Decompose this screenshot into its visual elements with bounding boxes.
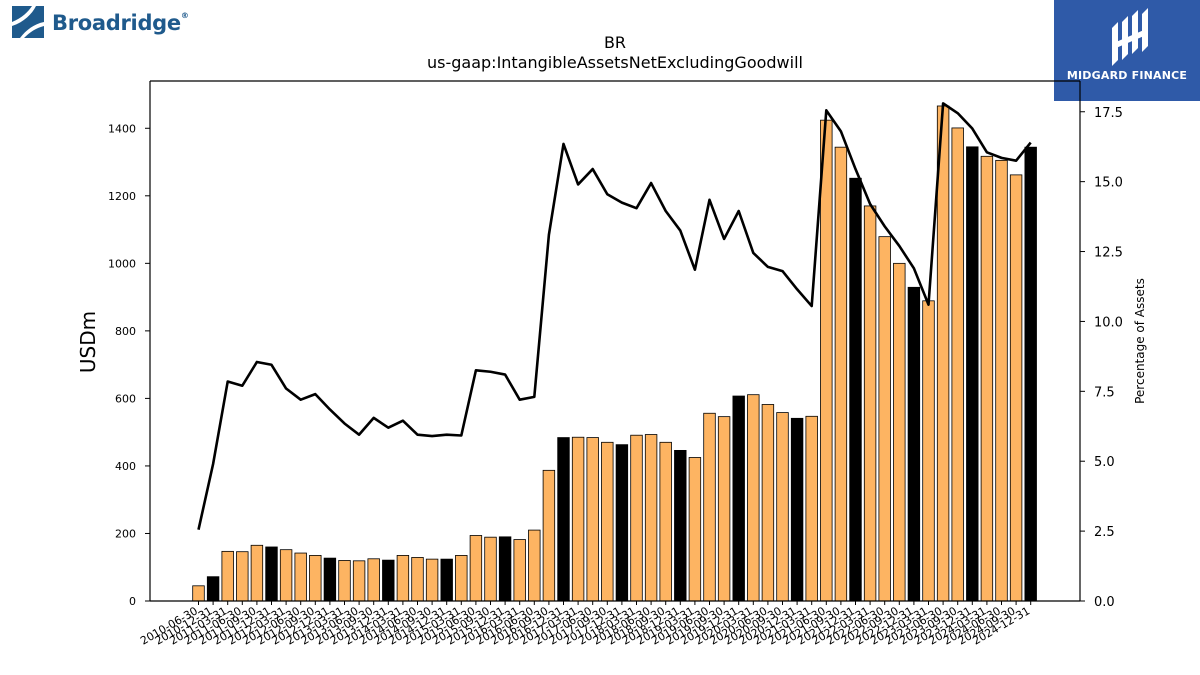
bar-22 — [513, 539, 526, 602]
bar-47 — [878, 236, 891, 602]
broadridge-logo-icon — [12, 6, 44, 38]
bar-50 — [922, 300, 935, 602]
bar-35 — [703, 412, 716, 602]
bar-30 — [630, 434, 643, 602]
y-tick-label-7: 1400 — [108, 122, 136, 135]
bar-5 — [265, 546, 278, 602]
bar-16 — [425, 558, 439, 602]
bar-27 — [586, 437, 599, 602]
bar-4 — [250, 544, 264, 602]
y-tick-label-6: 1200 — [108, 190, 136, 203]
bar-33 — [674, 449, 687, 602]
bar-12 — [367, 558, 380, 602]
y2-tick-label-1: 2.5 — [1094, 525, 1115, 540]
bar-8 — [309, 555, 322, 602]
y2-tick-label-6: 15.0 — [1094, 176, 1123, 191]
bar-57 — [1024, 146, 1037, 602]
bar-26 — [571, 436, 585, 602]
y2-tick-label-4: 10.0 — [1094, 315, 1123, 330]
bar-1 — [206, 576, 220, 602]
broadridge-brand-name: Broadridge® — [52, 11, 189, 35]
y-tick-label-0: 0 — [129, 595, 136, 608]
broadridge-logo: Broadridge® — [12, 6, 189, 42]
bar-31 — [644, 434, 658, 602]
y-tick-label-3: 600 — [115, 392, 136, 405]
bar-48 — [893, 262, 906, 602]
bar-0 — [192, 585, 205, 602]
midgard-brand-name: MIDGARD FINANCE — [1066, 69, 1188, 82]
bar-9 — [323, 557, 337, 602]
bar-34 — [688, 457, 702, 602]
midgard-logo: MIDGARD FINANCE — [1054, 0, 1200, 101]
bar-13 — [382, 559, 395, 602]
bar-40 — [776, 412, 789, 602]
chart-title: BR — [604, 33, 626, 52]
bar-49 — [907, 286, 921, 602]
bar-10 — [338, 560, 351, 602]
bar-43 — [820, 119, 833, 602]
y-tick-label-2: 400 — [115, 460, 136, 473]
y-axis-ticks: 0 200 400 600 800 1000 1200 1400 — [108, 122, 150, 608]
bar-56 — [1009, 174, 1023, 602]
y-tick-label-4: 800 — [115, 325, 136, 338]
bars-layer — [192, 105, 1037, 602]
bar-11 — [352, 560, 366, 602]
bar-46 — [863, 205, 877, 602]
y2-tick-label-5: 12.5 — [1094, 246, 1123, 261]
x-axis-ticks: 2010-06-302010-12-312011-03-312011-06-30… — [138, 601, 1032, 648]
bar-7 — [294, 552, 307, 602]
bar-28 — [601, 441, 614, 602]
bar-36 — [717, 416, 731, 602]
bar-21 — [498, 536, 512, 602]
y2-axis-label: Percentage of Assets — [1133, 278, 1147, 404]
chart-subtitle: us-gaap:IntangibleAssetsNetExcludingGood… — [427, 53, 803, 72]
bar-3 — [236, 551, 249, 602]
bar-15 — [411, 557, 424, 602]
bar-2 — [221, 550, 234, 602]
bar-24 — [542, 469, 556, 602]
y-tick-label-1: 200 — [115, 527, 136, 540]
bar-25 — [557, 437, 570, 602]
bar-18 — [455, 555, 468, 602]
y-tick-label-5: 1000 — [108, 257, 136, 270]
bar-37 — [732, 395, 745, 602]
bar-38 — [747, 394, 760, 602]
y2-tick-label-2: 5.0 — [1094, 455, 1115, 470]
bar-32 — [659, 441, 672, 602]
midgard-logo-icon — [1112, 8, 1148, 66]
y-axis-label: USDm — [76, 311, 100, 373]
bar-19 — [469, 535, 483, 602]
y2-axis-ticks: 0.0 2.5 5.0 7.5 10.0 12.5 15.0 17.5 — [1080, 106, 1123, 610]
bar-45 — [849, 177, 862, 602]
y2-tick-label-7: 17.5 — [1094, 106, 1123, 121]
bar-51 — [936, 105, 950, 602]
bar-17 — [440, 558, 453, 602]
bar-53 — [966, 146, 979, 602]
bar-52 — [951, 127, 964, 602]
percentage-line — [197, 102, 1032, 530]
y2-tick-label-3: 7.5 — [1094, 385, 1115, 400]
plot-frame — [149, 80, 1081, 602]
bar-23 — [528, 529, 541, 602]
bar-20 — [484, 536, 497, 602]
bar-54 — [980, 155, 994, 602]
bar-29 — [615, 444, 629, 602]
y2-tick-label-0: 0.0 — [1094, 595, 1115, 610]
bar-41 — [790, 417, 804, 602]
bar-42 — [805, 415, 818, 602]
bar-6 — [279, 549, 293, 602]
bar-39 — [761, 404, 775, 602]
bar-44 — [834, 146, 848, 602]
bar-14 — [396, 555, 410, 602]
bar-55 — [995, 159, 1008, 602]
